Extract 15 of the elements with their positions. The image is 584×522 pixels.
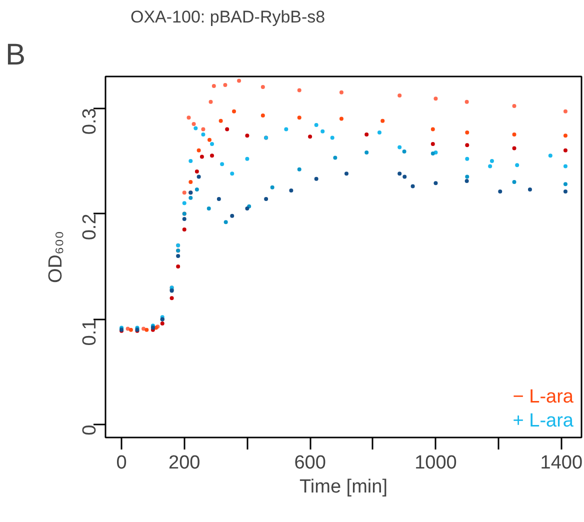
text: + L-ara: [512, 410, 574, 432]
chart-title: OXA-100: pBAD-RybB-s8: [130, 8, 326, 26]
x-tick-label: 1000: [414, 452, 457, 474]
y-tick-label: 0.3: [80, 108, 100, 135]
x-tick-label: 600: [294, 452, 326, 474]
text: B: [6, 38, 26, 72]
x-tick-label: 0: [116, 452, 127, 474]
y-tick-label: 0.2: [80, 214, 100, 240]
x-tick-label: 1400: [540, 452, 583, 474]
text: − L-ara: [512, 386, 574, 408]
x-axis-title: Time [min]: [300, 476, 388, 498]
y-tick-label: 0.1: [80, 319, 100, 346]
x-tick-label: 200: [168, 452, 200, 474]
y-axis-title: OD₆₀₀: [46, 231, 66, 283]
y-tick-label: 0: [80, 424, 100, 436]
